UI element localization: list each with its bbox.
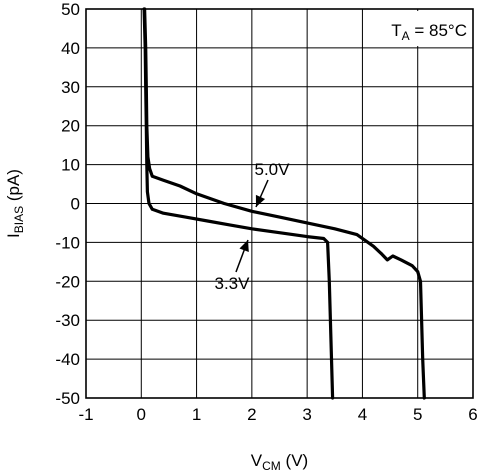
- series-line-33v: [142, 7, 335, 400]
- plot-frame: [85, 8, 474, 399]
- xlabel-sub: CM: [262, 459, 281, 473]
- y-tick-label: -50: [55, 389, 80, 408]
- x-tick-label: 4: [358, 405, 367, 424]
- series-group: [142, 7, 426, 400]
- xlabel-main: V: [251, 451, 263, 470]
- y-tick-label: -30: [55, 311, 80, 330]
- y-tick-label: 0: [71, 195, 80, 214]
- series-label: 5.0V: [255, 160, 291, 179]
- grid: [85, 8, 474, 399]
- callouts: 5.0V 3.3V: [215, 160, 291, 293]
- x-tick-label: 3: [302, 405, 311, 424]
- annotation-rest: = 85°C: [410, 21, 467, 40]
- y-tick-label: -20: [55, 272, 80, 291]
- temperature-annotation: TA = 85°C: [374, 11, 471, 46]
- y-tick-label: -40: [55, 350, 80, 369]
- ylabel-main: I: [4, 233, 23, 238]
- y-tick-label: -10: [55, 233, 80, 252]
- y-tick-label: 10: [61, 156, 80, 175]
- y-tick-label: 20: [61, 117, 80, 136]
- series-line-50v: [143, 7, 426, 400]
- y-tick-label: 50: [61, 0, 80, 19]
- ylabel-sub: BIAS: [12, 206, 26, 233]
- x-tick-label: 0: [137, 405, 146, 424]
- callout-arrowhead: [239, 240, 249, 253]
- y-axis-label: IBIAS (pA): [4, 169, 26, 238]
- x-tick-label: 6: [468, 405, 477, 424]
- y-tick-label: 40: [61, 39, 80, 58]
- x-tick-label: 5: [413, 405, 422, 424]
- x-tick-label: 1: [192, 405, 201, 424]
- temperature-label: TA = 85°C: [391, 21, 467, 43]
- x-tick-label: 2: [247, 405, 256, 424]
- xlabel-unit: (V): [281, 451, 308, 470]
- annotation-main: T: [391, 21, 401, 40]
- y-tick-label: 30: [61, 78, 80, 97]
- callout-arrowhead: [255, 194, 266, 207]
- x-tick-label: -1: [78, 405, 93, 424]
- x-axis-label: VCM (V): [251, 451, 308, 473]
- ylabel-unit: (pA): [4, 169, 23, 206]
- annotation-sub: A: [402, 29, 410, 43]
- series-label: 3.3V: [215, 274, 251, 293]
